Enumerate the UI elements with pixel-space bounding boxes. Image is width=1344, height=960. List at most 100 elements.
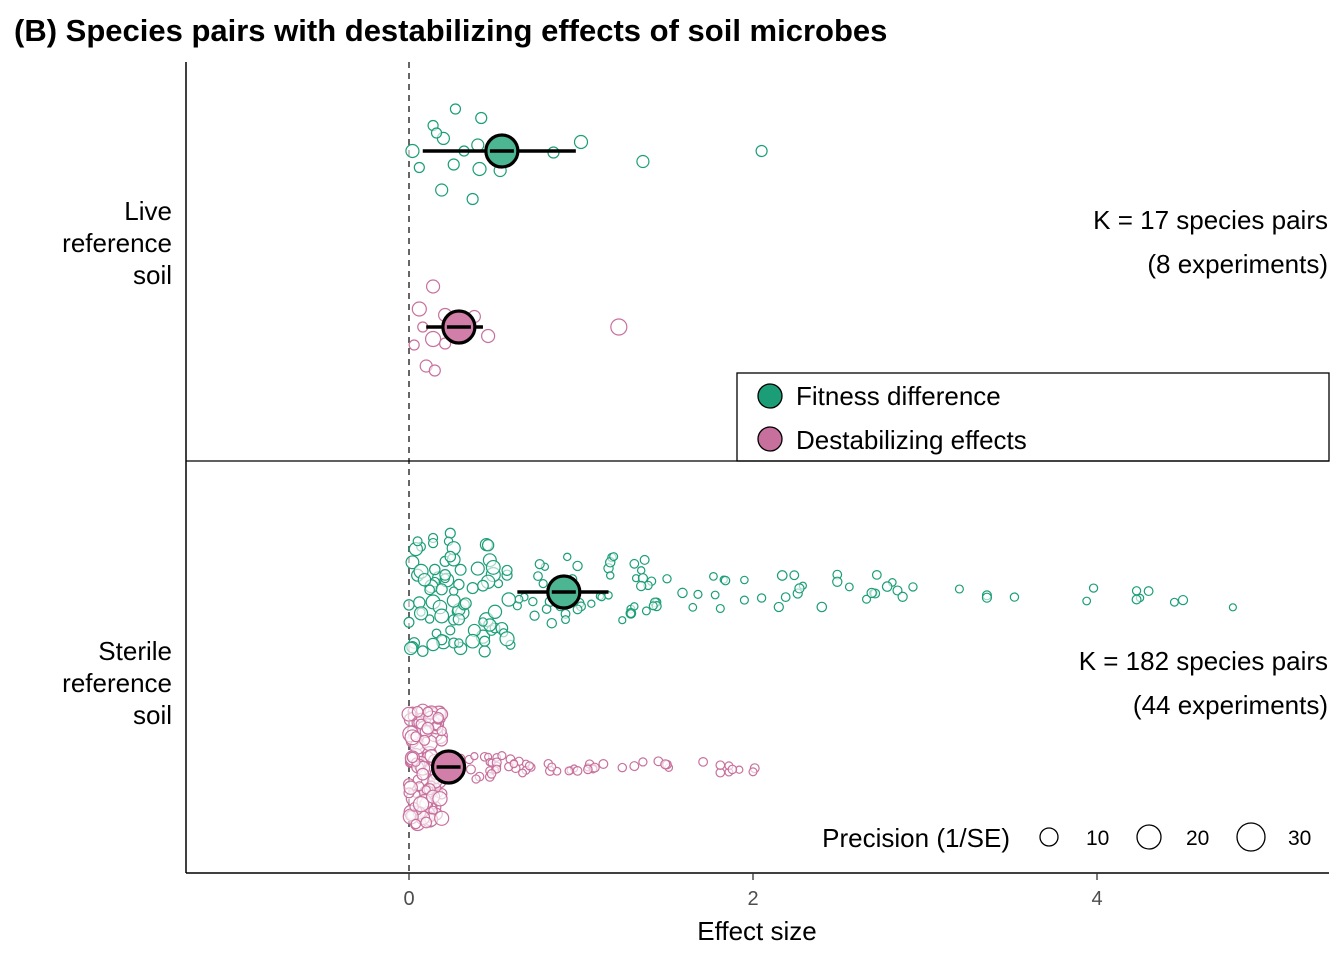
data-point xyxy=(572,560,583,572)
panels: Live reference soil K = 17 species pairs (8 … xyxy=(62,62,1328,873)
data-point xyxy=(481,539,495,552)
data-point xyxy=(897,591,908,602)
panel-label-line: soil xyxy=(133,260,172,290)
data-point xyxy=(477,579,489,592)
legend-label-fitness: Fitness difference xyxy=(796,381,1001,411)
data-point xyxy=(403,599,415,611)
data-point xyxy=(660,759,671,770)
data-point xyxy=(470,561,485,576)
panel-label-line: soil xyxy=(133,700,172,730)
data-point xyxy=(562,552,572,562)
panel-annotation: K = 17 species pairs xyxy=(1093,205,1328,235)
size-legend-circle xyxy=(1039,827,1059,847)
data-point xyxy=(472,161,487,177)
data-point xyxy=(1169,597,1179,607)
data-point xyxy=(727,764,738,775)
data-point xyxy=(446,593,461,608)
data-point xyxy=(487,604,503,619)
panel-label: Live reference soil xyxy=(62,196,172,290)
data-point xyxy=(720,575,731,586)
data-point xyxy=(432,711,445,724)
data-point xyxy=(497,750,507,761)
data-point xyxy=(411,301,427,317)
data-point xyxy=(740,575,749,585)
data-point xyxy=(816,601,828,613)
data-point xyxy=(439,337,452,350)
data-point xyxy=(465,764,476,775)
data-point xyxy=(609,552,619,562)
data-point xyxy=(1228,603,1237,612)
data-point xyxy=(541,604,552,614)
data-point xyxy=(454,638,464,648)
data-point xyxy=(583,764,593,775)
data-point xyxy=(748,767,758,777)
data-point xyxy=(780,592,791,602)
data-point xyxy=(710,590,720,600)
data-point xyxy=(529,610,540,621)
data-point xyxy=(499,631,515,647)
data-point xyxy=(449,103,462,115)
data-point xyxy=(639,554,650,565)
data-point xyxy=(1143,586,1154,597)
data-point xyxy=(405,143,420,159)
data-point xyxy=(871,570,882,580)
data-point xyxy=(518,768,527,778)
data-point xyxy=(572,766,583,776)
data-point xyxy=(715,760,726,771)
data-point xyxy=(648,601,658,611)
data-point xyxy=(1088,583,1099,593)
data-point xyxy=(564,766,574,776)
data-point xyxy=(597,592,606,602)
data-point xyxy=(832,576,843,588)
data-point xyxy=(466,192,479,206)
panel-1: Sterile reference soil K = 182 species pair… xyxy=(62,527,1328,832)
data-point xyxy=(533,571,543,581)
data-point xyxy=(534,558,545,570)
data-point xyxy=(420,816,433,829)
data-point xyxy=(432,791,448,807)
data-point xyxy=(629,761,640,772)
data-point xyxy=(501,564,513,576)
data-point xyxy=(866,587,877,599)
data-point xyxy=(413,161,425,174)
data-point xyxy=(794,583,805,594)
data-point xyxy=(598,759,609,769)
data-point xyxy=(739,595,749,605)
axes: Effect size xyxy=(185,62,1329,946)
data-point xyxy=(417,572,432,587)
data-point xyxy=(465,633,480,649)
data-point xyxy=(881,581,893,592)
legend-swatch-destab xyxy=(757,426,783,452)
data-point xyxy=(1131,586,1142,596)
data-point xyxy=(1009,592,1020,602)
data-point xyxy=(528,596,538,607)
data-point xyxy=(638,757,648,767)
data-point xyxy=(475,111,488,125)
data-point xyxy=(641,606,651,616)
series-destab xyxy=(408,279,628,377)
panel-annotation: (8 experiments) xyxy=(1147,249,1328,279)
data-point xyxy=(444,527,456,539)
data-point xyxy=(435,733,448,747)
panel-label-line: Live xyxy=(124,196,172,226)
legend-swatch-fitness xyxy=(757,383,783,409)
data-point xyxy=(405,555,420,570)
data-point xyxy=(501,592,517,607)
data-point xyxy=(424,330,442,348)
data-point xyxy=(403,616,415,628)
size-legend: Precision (1/SE) 10 20 30 xyxy=(822,822,1311,853)
series-fitness xyxy=(403,527,1237,658)
data-point xyxy=(444,550,457,563)
x-tick-label: 4 xyxy=(1091,888,1102,910)
data-point xyxy=(406,751,419,764)
data-point xyxy=(561,615,570,625)
data-point xyxy=(421,721,435,735)
data-point xyxy=(677,587,688,599)
size-legend-label: 30 xyxy=(1288,827,1311,850)
data-point xyxy=(422,706,434,718)
data-point xyxy=(698,757,709,767)
data-point xyxy=(715,603,725,614)
data-point xyxy=(776,570,788,581)
x-ticks: 0 2 4 xyxy=(403,873,1103,910)
